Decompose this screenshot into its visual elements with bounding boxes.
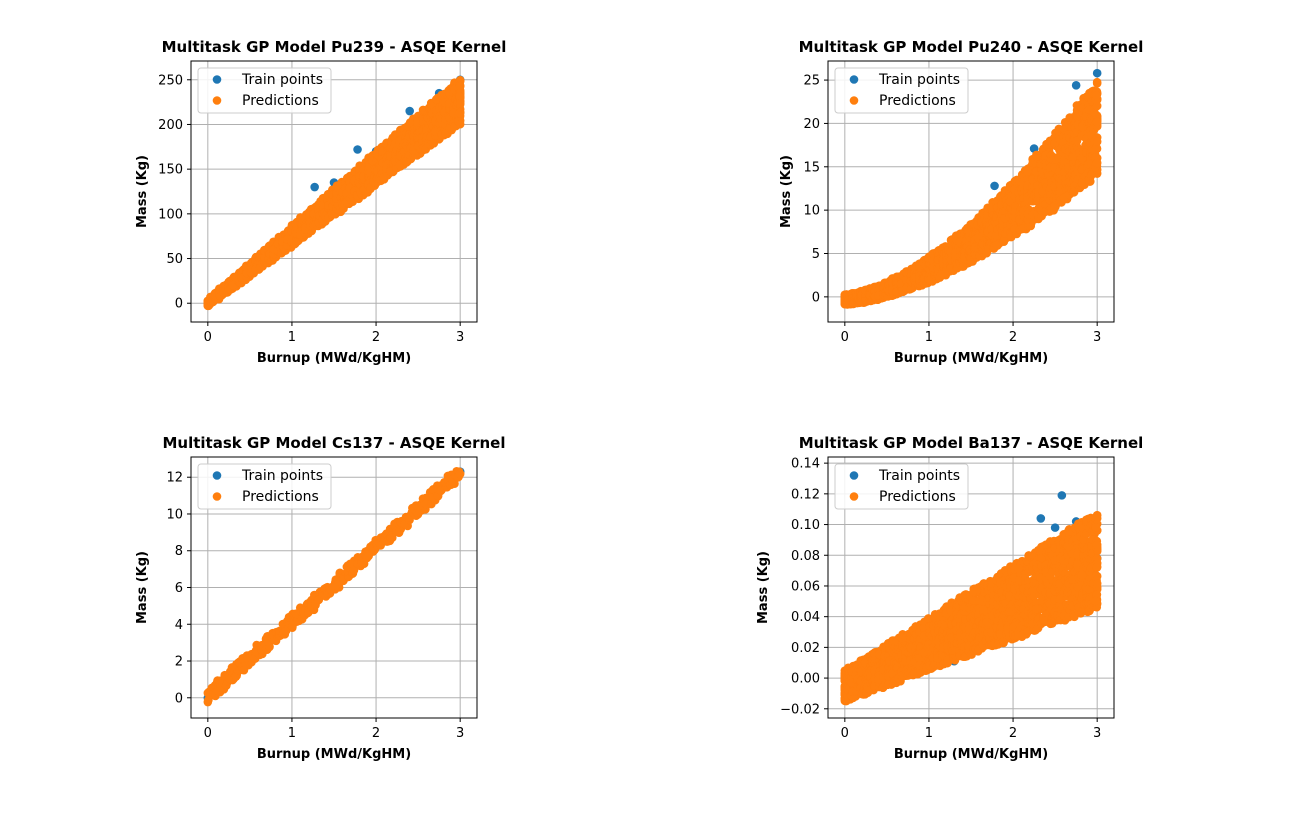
train-point [353, 145, 362, 154]
legend-label: Predictions [879, 93, 956, 109]
y-tick-label: 0 [812, 290, 820, 305]
y-tick-label: 15 [803, 160, 820, 175]
chart-title: Multitask GP Model Pu240 - ASQE Kernel [799, 38, 1144, 56]
chart-2: 0 1 2 3 0 5 10 15 20 25 Multitask GP Model Pu240 -… [779, 38, 1143, 366]
legend-label: Train points [241, 72, 323, 88]
prediction-point [1092, 91, 1101, 100]
axes-frame [827, 60, 1115, 323]
legend-label: Predictions [242, 93, 319, 109]
y-tick-label: 50 [166, 252, 183, 267]
legend-box [197, 67, 332, 114]
prediction-point [455, 108, 465, 118]
legend: Train points Predictions [197, 67, 332, 114]
legend-marker [849, 75, 859, 84]
y-tick-label: 100 [158, 207, 183, 222]
y-tick-label: 200 [158, 118, 183, 133]
x-tick-label: 2 [372, 330, 380, 345]
y-axis-label: Mass (Kg) [135, 155, 150, 228]
legend-marker [212, 75, 222, 84]
prediction-point [1092, 158, 1102, 168]
prediction-point [1092, 117, 1102, 127]
prediction-point [1092, 137, 1102, 146]
chart-1: 0 1 2 3 0 50 100 150 200 250 Multitask GP Model Pu… [135, 38, 506, 366]
chart-title: Multitask GP Model Pu239 - ASQE Kernel [162, 38, 507, 56]
data-area [203, 466, 465, 707]
y-tick-label: 250 [158, 73, 183, 88]
legend-label: Train points [878, 72, 960, 88]
x-tick-label: 3 [1093, 330, 1101, 345]
prediction-point [455, 99, 465, 108]
x-tick-label: 1 [925, 330, 933, 345]
legend-box [834, 67, 969, 114]
prediction-point [1092, 143, 1101, 153]
prediction-point [455, 119, 465, 129]
y-tick-label: 150 [158, 163, 183, 178]
x-axis-label: Burnup (MWd/KgHM) [894, 351, 1048, 366]
train-point [1092, 68, 1102, 78]
x-tick-label: 0 [841, 330, 849, 345]
prediction-point [387, 533, 397, 542]
data-area [203, 75, 465, 311]
train-point [990, 181, 999, 191]
legend: Train points Predictions [834, 67, 969, 114]
prediction-point [455, 81, 465, 91]
x-tick-label: 2 [1009, 330, 1017, 345]
y-tick-label: 5 [812, 247, 820, 262]
prediction-point [203, 697, 213, 707]
x-tick-label: 0 [204, 330, 212, 345]
x-tick-label: 1 [288, 330, 296, 345]
x-axis-label: Burnup (MWd/KgHM) [257, 351, 411, 366]
prediction-point [992, 240, 1002, 250]
y-tick-label: 25 [803, 74, 820, 89]
prediction-point [1091, 110, 1101, 120]
train-point [310, 182, 319, 192]
axes-frame [190, 60, 478, 323]
y-axis-label: Mass (Kg) [779, 155, 794, 228]
y-tick-label: 0 [175, 297, 183, 312]
y-tick-label: 10 [803, 204, 820, 219]
x-tick-label: 3 [456, 330, 464, 345]
prediction-point [1068, 152, 1078, 162]
legend-marker [849, 96, 859, 105]
data-area [840, 68, 1102, 309]
prediction-point [1092, 79, 1102, 88]
legend-marker [212, 96, 222, 105]
y-tick-label: 20 [803, 117, 820, 132]
prediction-point [455, 92, 465, 101]
train-point [1071, 80, 1081, 90]
train-point [405, 106, 415, 116]
